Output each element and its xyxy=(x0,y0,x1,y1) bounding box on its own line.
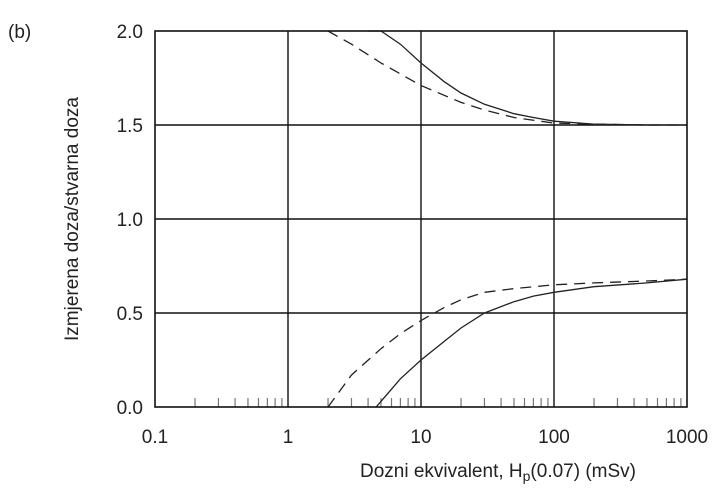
series-layer xyxy=(327,30,688,408)
solid-curve xyxy=(368,30,687,126)
dashed-curve xyxy=(327,278,688,408)
x-tick-labels: 0.1 1 10 100 1000 xyxy=(142,427,708,448)
x-axis-title-sub: p xyxy=(523,468,531,484)
panel-label: (b) xyxy=(8,22,31,43)
x-axis-title-tail: (0.07) (mSv) xyxy=(530,461,636,482)
x-tick-label: 0.1 xyxy=(142,427,168,448)
y-tick-label: 0.0 xyxy=(117,398,143,419)
x-tick-label: 1000 xyxy=(666,427,708,448)
y-tick-label: 2.0 xyxy=(117,22,143,43)
y-axis-title: Izmjerena doza/stvarna doza xyxy=(62,97,83,341)
y-tick-labels: 0.0 0.5 1.0 1.5 2.0 xyxy=(117,22,143,419)
grid-layer xyxy=(155,31,687,407)
solid-curve xyxy=(375,278,688,408)
x-axis-title: Dozni ekvivalent, Hp(0.07) (mSv) xyxy=(360,461,636,484)
y-tick-label: 0.5 xyxy=(117,304,143,325)
dashed-curve xyxy=(327,30,687,126)
minor-ticks xyxy=(194,398,682,407)
x-tick-label: 10 xyxy=(410,427,431,448)
x-tick-label: 1 xyxy=(283,427,294,448)
plot-frame xyxy=(154,30,688,408)
y-tick-label: 1.5 xyxy=(117,116,143,137)
x-axis-title-main: Dozni ekvivalent, H xyxy=(360,461,523,482)
y-tick-label: 1.0 xyxy=(117,210,143,231)
x-tick-label: 100 xyxy=(538,427,570,448)
